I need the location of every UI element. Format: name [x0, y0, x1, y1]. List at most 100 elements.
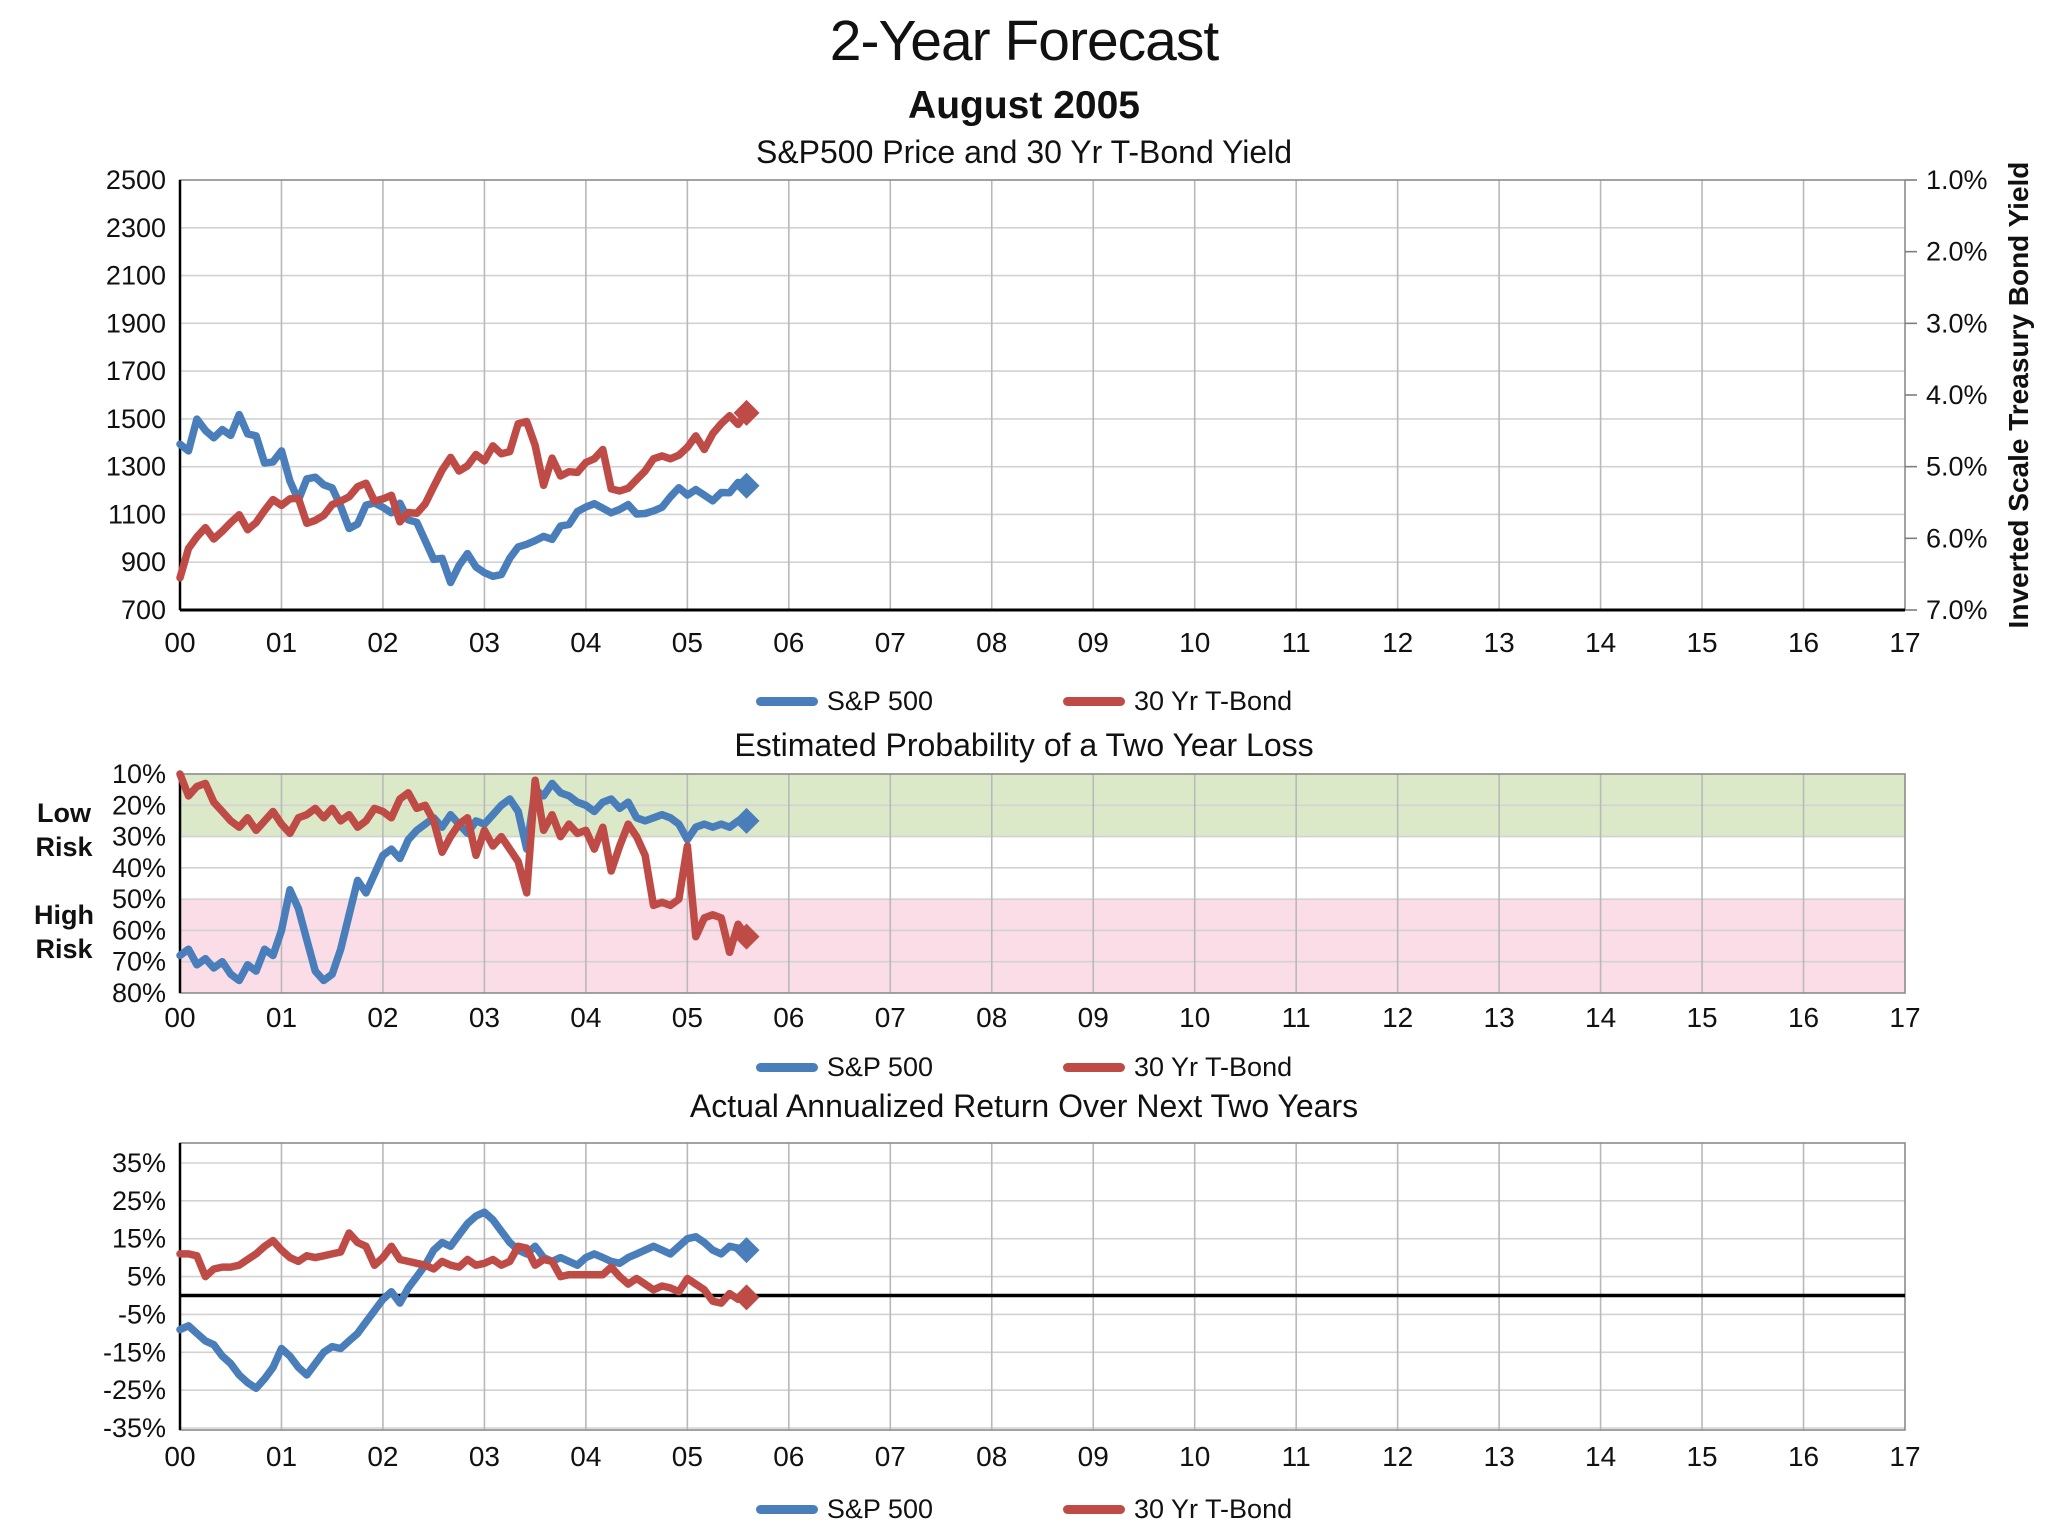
- y-axis-tick-label: -5%: [118, 1299, 166, 1329]
- legend-label: S&P 500: [826, 1052, 933, 1082]
- page-title: 2-Year Forecast: [829, 9, 1219, 73]
- sp500-line-swatch: [755, 1505, 818, 1514]
- y-axis-tick-label: 700: [121, 595, 166, 625]
- x-axis-tick-label: 02: [367, 627, 398, 658]
- s-p-500-end-marker: [733, 472, 760, 499]
- x-axis-tick-label: 05: [672, 1002, 703, 1033]
- x-axis-tick-label: 12: [1382, 627, 1413, 658]
- chart2-legend: S&P 500 30 Yr T-Bond: [0, 1052, 2048, 1083]
- x-axis-tick-label: 14: [1585, 627, 1616, 658]
- x-axis-tick-label: 03: [469, 1002, 500, 1033]
- x-axis-tick-label: 16: [1788, 627, 1819, 658]
- x-axis-tick-label: 14: [1585, 1441, 1616, 1472]
- chart3-legend: S&P 500 30 Yr T-Bond: [0, 1494, 2048, 1525]
- page-subtitle-date: August 2005: [908, 84, 1140, 127]
- x-axis-tick-label: 09: [1078, 1002, 1109, 1033]
- x-axis-tick-label: 15: [1686, 1441, 1717, 1472]
- legend-label: 30 Yr T-Bond: [1133, 1494, 1293, 1524]
- tbond-line-swatch: [1062, 1505, 1125, 1514]
- y-axis-tick-label: 40%: [112, 853, 166, 883]
- x-axis-tick-label: 14: [1585, 1002, 1616, 1033]
- y-axis-tick-label: 10%: [112, 759, 166, 789]
- right-axis-tick-label: 7.0%: [1926, 595, 1988, 625]
- legend-item-tbond: 30 Yr T-Bond: [1062, 686, 1293, 717]
- s-p-500-end-marker: [733, 1237, 760, 1264]
- plot-border: [179, 1142, 1906, 1431]
- right-axis-tick-label: 2.0%: [1926, 237, 1988, 267]
- legend-item-sp500: S&P 500: [755, 1494, 933, 1525]
- x-axis-tick-label: 08: [976, 627, 1007, 658]
- x-axis-tick-label: 00: [164, 1002, 195, 1033]
- tbond-line-swatch: [1062, 1063, 1125, 1072]
- x-axis-tick-label: 07: [875, 627, 906, 658]
- x-axis-tick-label: 05: [672, 627, 703, 658]
- x-axis-tick-label: 03: [469, 627, 500, 658]
- 30-yr-t-bond-line: [176, 409, 751, 582]
- sp500-line-swatch: [755, 1063, 818, 1072]
- x-axis-tick-label: 00: [164, 1441, 195, 1472]
- right-axis-title: Inverted Scale Treasury Bond Yield: [2003, 162, 2034, 629]
- y-axis-tick-label: 25%: [112, 1186, 166, 1216]
- chart2-title: Estimated Probability of a Two Year Loss: [734, 727, 1314, 763]
- x-axis-tick-label: 05: [672, 1441, 703, 1472]
- 30-yr-t-bond-end-marker: [733, 399, 760, 426]
- x-axis-tick-label: 06: [773, 627, 804, 658]
- chart1-title: S&P500 Price and 30 Yr T-Bond Yield: [755, 134, 1293, 170]
- x-axis-tick-label: 02: [367, 1441, 398, 1472]
- x-axis-tick-label: 11: [1282, 627, 1311, 658]
- y-axis-tick-label: 2500: [106, 165, 166, 195]
- chart1-legend: S&P 500 30 Yr T-Bond: [0, 686, 2048, 717]
- legend-label: 30 Yr T-Bond: [1133, 1052, 1293, 1082]
- y-axis-tick-label: 900: [121, 547, 166, 577]
- y-axis-tick-label: 2100: [106, 261, 166, 291]
- x-axis-tick-label: 17: [1889, 1002, 1920, 1033]
- legend-label: S&P 500: [826, 686, 933, 716]
- x-axis-tick-label: 07: [875, 1002, 906, 1033]
- x-axis-tick-label: 12: [1382, 1441, 1413, 1472]
- right-axis-tick-label: 4.0%: [1926, 380, 1988, 410]
- x-axis-tick-label: 01: [266, 627, 297, 658]
- plot-border: [179, 179, 1906, 611]
- x-axis-tick-label: 01: [266, 1441, 297, 1472]
- y-axis-tick-label: 30%: [112, 822, 166, 852]
- legend-label: 30 Yr T-Bond: [1133, 686, 1293, 716]
- x-axis-tick-label: 08: [976, 1441, 1007, 1472]
- x-axis-tick-label: 15: [1686, 627, 1717, 658]
- y-axis-tick-label: 20%: [112, 790, 166, 820]
- high-risk-line1: High: [34, 900, 94, 930]
- s-p-500-line: [176, 1208, 751, 1393]
- y-axis-tick-label: 1700: [106, 356, 166, 386]
- right-axis-tick-label: 6.0%: [1926, 523, 1988, 553]
- x-axis-tick-label: 16: [1788, 1441, 1819, 1472]
- y-axis-tick-label: 1500: [106, 404, 166, 434]
- x-axis-tick-label: 17: [1889, 627, 1920, 658]
- y-axis-tick-label: 5%: [127, 1262, 166, 1292]
- x-axis-tick-label: 11: [1282, 1002, 1311, 1033]
- y-axis-tick-label: 70%: [112, 947, 166, 977]
- y-axis-tick-label: 60%: [112, 915, 166, 945]
- y-axis-tick-label: 1100: [108, 499, 166, 529]
- x-axis-tick-label: 09: [1078, 627, 1109, 658]
- legend-item-sp500: S&P 500: [755, 686, 933, 717]
- x-axis-tick-label: 13: [1484, 1441, 1515, 1472]
- x-axis-tick-label: 06: [773, 1002, 804, 1033]
- x-axis-tick-label: 10: [1179, 1002, 1210, 1033]
- x-axis-tick-label: 04: [570, 1002, 601, 1033]
- x-axis-tick-label: 10: [1179, 627, 1210, 658]
- x-axis-tick-label: 15: [1686, 1002, 1717, 1033]
- high-risk-line2: Risk: [35, 934, 93, 964]
- legend-item-tbond: 30 Yr T-Bond: [1062, 1494, 1293, 1525]
- y-axis-tick-label: 1300: [106, 452, 166, 482]
- x-axis-tick-label: 11: [1282, 1441, 1311, 1472]
- y-axis-tick-label: -25%: [103, 1375, 166, 1405]
- right-axis-tick-label: 1.0%: [1926, 165, 1988, 195]
- chart3-title: Actual Annualized Return Over Next Two Y…: [689, 1088, 1359, 1124]
- x-axis-tick-label: 04: [570, 1441, 601, 1472]
- legend-item-sp500: S&P 500: [755, 1052, 933, 1083]
- x-axis-tick-label: 01: [266, 1002, 297, 1033]
- y-axis-tick-label: 35%: [112, 1148, 166, 1178]
- y-axis-tick-label: -15%: [103, 1337, 166, 1367]
- x-axis-tick-label: 17: [1889, 1441, 1920, 1472]
- s-p-500-line: [176, 410, 751, 587]
